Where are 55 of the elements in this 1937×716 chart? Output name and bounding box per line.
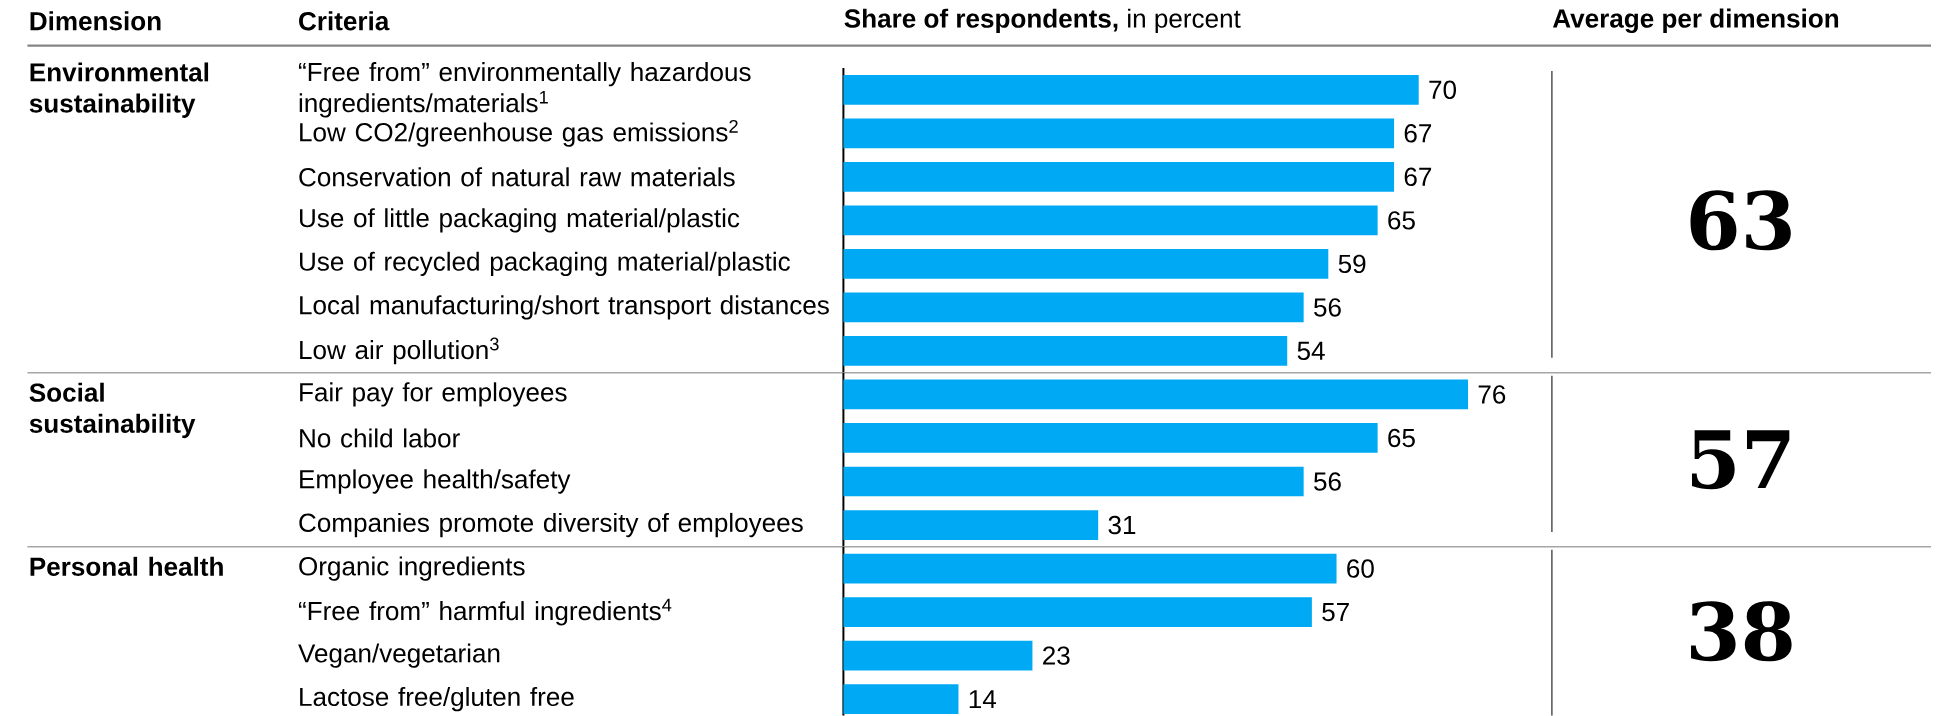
y-axis-title: Criteria [299, 11, 390, 31]
y-tick-label: Fair pay for employees [300, 382, 567, 407]
data-label: 65 [1388, 428, 1415, 448]
data-label: 14 [969, 690, 997, 709]
bar [843, 640, 1033, 671]
bar [843, 249, 1329, 279]
y-tick-label: Companies promote diversity of employees [299, 512, 803, 538]
data-label: 67 [1404, 124, 1432, 143]
text: Dimension [30, 11, 161, 31]
bar [843, 118, 1395, 149]
text: 63 [1690, 190, 1791, 251]
data-label: 57 [1322, 603, 1349, 622]
bar [843, 510, 1099, 540]
data-label: 56 [1314, 298, 1341, 317]
y-tick-label: Employee health/safety [300, 469, 571, 494]
bar [843, 74, 1419, 105]
y-tick-label: Local manufacturing/short transport distances [300, 295, 829, 320]
text: Social sustainability [29, 382, 196, 439]
y-tick-label: Low air pollution$^{3}$ [300, 337, 499, 365]
y-tick-label: Low CO2/greenhouse gas emissions$^{2}$ [300, 119, 738, 147]
y-tick-label: Organic ingredients [299, 556, 525, 581]
bar [843, 466, 1304, 497]
y-tick-label: Use of recycled packaging material/plastic [300, 251, 790, 277]
data-label: 60 [1347, 559, 1374, 578]
y-tick-label: Lactose free/gluten free [300, 687, 574, 712]
text: Environmental sustainability [29, 62, 209, 118]
data-label: 23 [1043, 646, 1070, 665]
bar [843, 553, 1337, 584]
bar [843, 597, 1312, 628]
data-label: 31 [1108, 515, 1136, 535]
y-tick-label: “Free from” environmentally hazardous ingredients/materials$^{1}$ [298, 62, 751, 118]
text: 57 [1692, 430, 1790, 490]
data-label: 54 [1297, 341, 1325, 361]
y-tick-label: Vegan/vegetarian [298, 643, 500, 668]
y-tick-label: “Free from” harmful ingredients$^{4}$ [298, 598, 672, 626]
text: Average per dimension [1552, 8, 1839, 34]
data-label: 67 [1404, 167, 1432, 187]
x-axis-title: Share of respondents, in percent [844, 8, 1241, 34]
data-label: 70 [1429, 80, 1457, 100]
text: 38 [1691, 601, 1792, 662]
y-tick-label: Use of little packaging material/plastic [300, 208, 740, 233]
bar [843, 162, 1395, 192]
bar [843, 205, 1378, 236]
data-label: 56 [1314, 472, 1341, 491]
y-tick-label: No child labor [300, 428, 460, 448]
bar [843, 379, 1469, 410]
text: Personal health [30, 556, 223, 577]
bar [843, 423, 1378, 453]
bar [843, 336, 1288, 366]
bar [843, 684, 959, 715]
bar [843, 292, 1304, 323]
y-tick-label: Conservation of natural raw materials [299, 167, 735, 187]
data-label: 59 [1338, 254, 1366, 274]
data-label: 65 [1388, 211, 1415, 230]
data-label: 76 [1478, 385, 1506, 404]
